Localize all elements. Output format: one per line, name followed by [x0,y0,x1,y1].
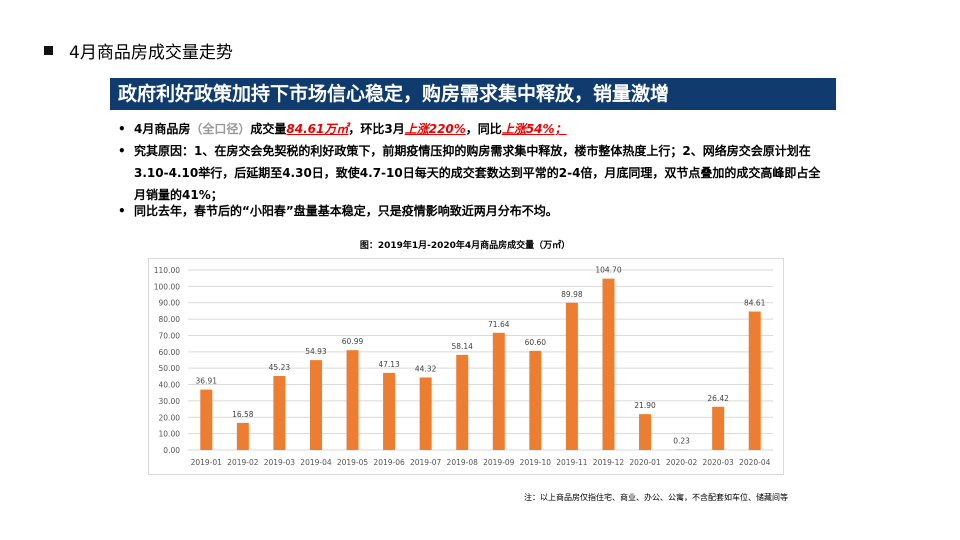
section-header: 4月商品房成交量走势 [44,38,233,63]
bullet-2: • 究其原因：1、在房交会免契税的利好政策下，前期疫情压抑的购房需求集中释放，楼市… [118,144,821,202]
bar [236,422,249,450]
headline-banner: 政府利好政策加持下市场信心稳定，购房需求集中释放，销量激增 [110,78,836,110]
y-tick-label: 90.00 [159,299,181,308]
bar [346,350,359,450]
data-label: 60.99 [342,337,364,346]
bar [639,414,652,450]
data-label: 71.64 [488,320,510,329]
bar [273,375,286,450]
y-tick-label: 110.00 [154,266,180,275]
data-label: 16.58 [232,410,254,419]
x-tick-label: 2020-04 [739,458,771,467]
x-tick-label: 2020-01 [629,458,661,467]
data-label: 60.60 [525,338,547,347]
bar [419,377,432,450]
x-tick-label: 2020-03 [702,458,734,467]
x-tick-label: 2019-11 [556,458,588,467]
y-tick-label: 30.00 [159,397,181,406]
x-tick-label: 2019-10 [520,458,552,467]
y-tick-label: 80.00 [159,315,181,324]
x-tick-label: 2019-09 [483,458,515,467]
data-label: 104.70 [595,266,621,275]
data-label: 44.32 [415,364,437,373]
x-tick-label: 2019-04 [300,458,332,467]
x-tick-label: 2019-01 [191,458,223,467]
y-tick-label: 20.00 [159,413,181,422]
data-label: 58.14 [451,342,473,351]
data-label: 0.23 [673,437,690,446]
bullet-3: • 同比去年，春节后的“小阳春”盘量基本稳定，只是疫情影响致近两月分布不均。 [118,204,558,218]
x-tick-label: 2019-03 [264,458,296,467]
bar [529,350,542,450]
data-label: 84.61 [744,299,766,308]
x-tick-label: 2019-12 [593,458,625,467]
data-label: 54.93 [305,347,327,356]
x-tick-label: 2019-05 [337,458,369,467]
chart-title: 图：2019年1月-2020年4月商品房成交量（万㎡） [359,241,571,251]
x-tick-label: 2019-08 [447,458,479,467]
bar [492,332,505,450]
section-title: 4月商品房成交量走势 [69,43,233,63]
data-label: 47.13 [378,360,400,369]
x-tick-label: 2019-02 [227,458,259,467]
bullet-1: • 4月商品房（全口径）成交量84.61万㎡，环比3月上涨220%，同比上涨54%… [118,122,567,136]
bar [748,311,761,450]
y-tick-label: 70.00 [159,331,181,340]
data-label: 45.23 [269,363,291,372]
footnote: 注：以上商品房仅指住宅、商业、办公、公寓，不含配套如车位、储藏间等 [524,493,788,502]
bar [602,278,615,450]
x-tick-label: 2019-07 [410,458,442,467]
bar [456,354,469,450]
data-label: 36.91 [196,377,218,386]
bar [309,360,322,450]
y-tick-label: 10.00 [159,430,181,439]
data-label: 89.98 [561,290,583,299]
x-tick-label: 2019-06 [373,458,405,467]
y-tick-label: 50.00 [159,364,181,373]
bar [565,302,578,450]
square-bullet-icon [44,46,53,55]
x-tick-label: 2020-02 [666,458,698,467]
data-label: 21.90 [634,401,656,410]
bar [200,389,213,450]
y-tick-label: 100.00 [154,282,180,291]
y-tick-label: 0.00 [163,446,180,455]
y-tick-label: 40.00 [159,381,181,390]
chart-frame [148,258,784,475]
y-tick-label: 60.00 [159,348,181,357]
data-label: 26.42 [707,394,729,403]
bar [712,406,725,450]
bar [383,372,396,450]
